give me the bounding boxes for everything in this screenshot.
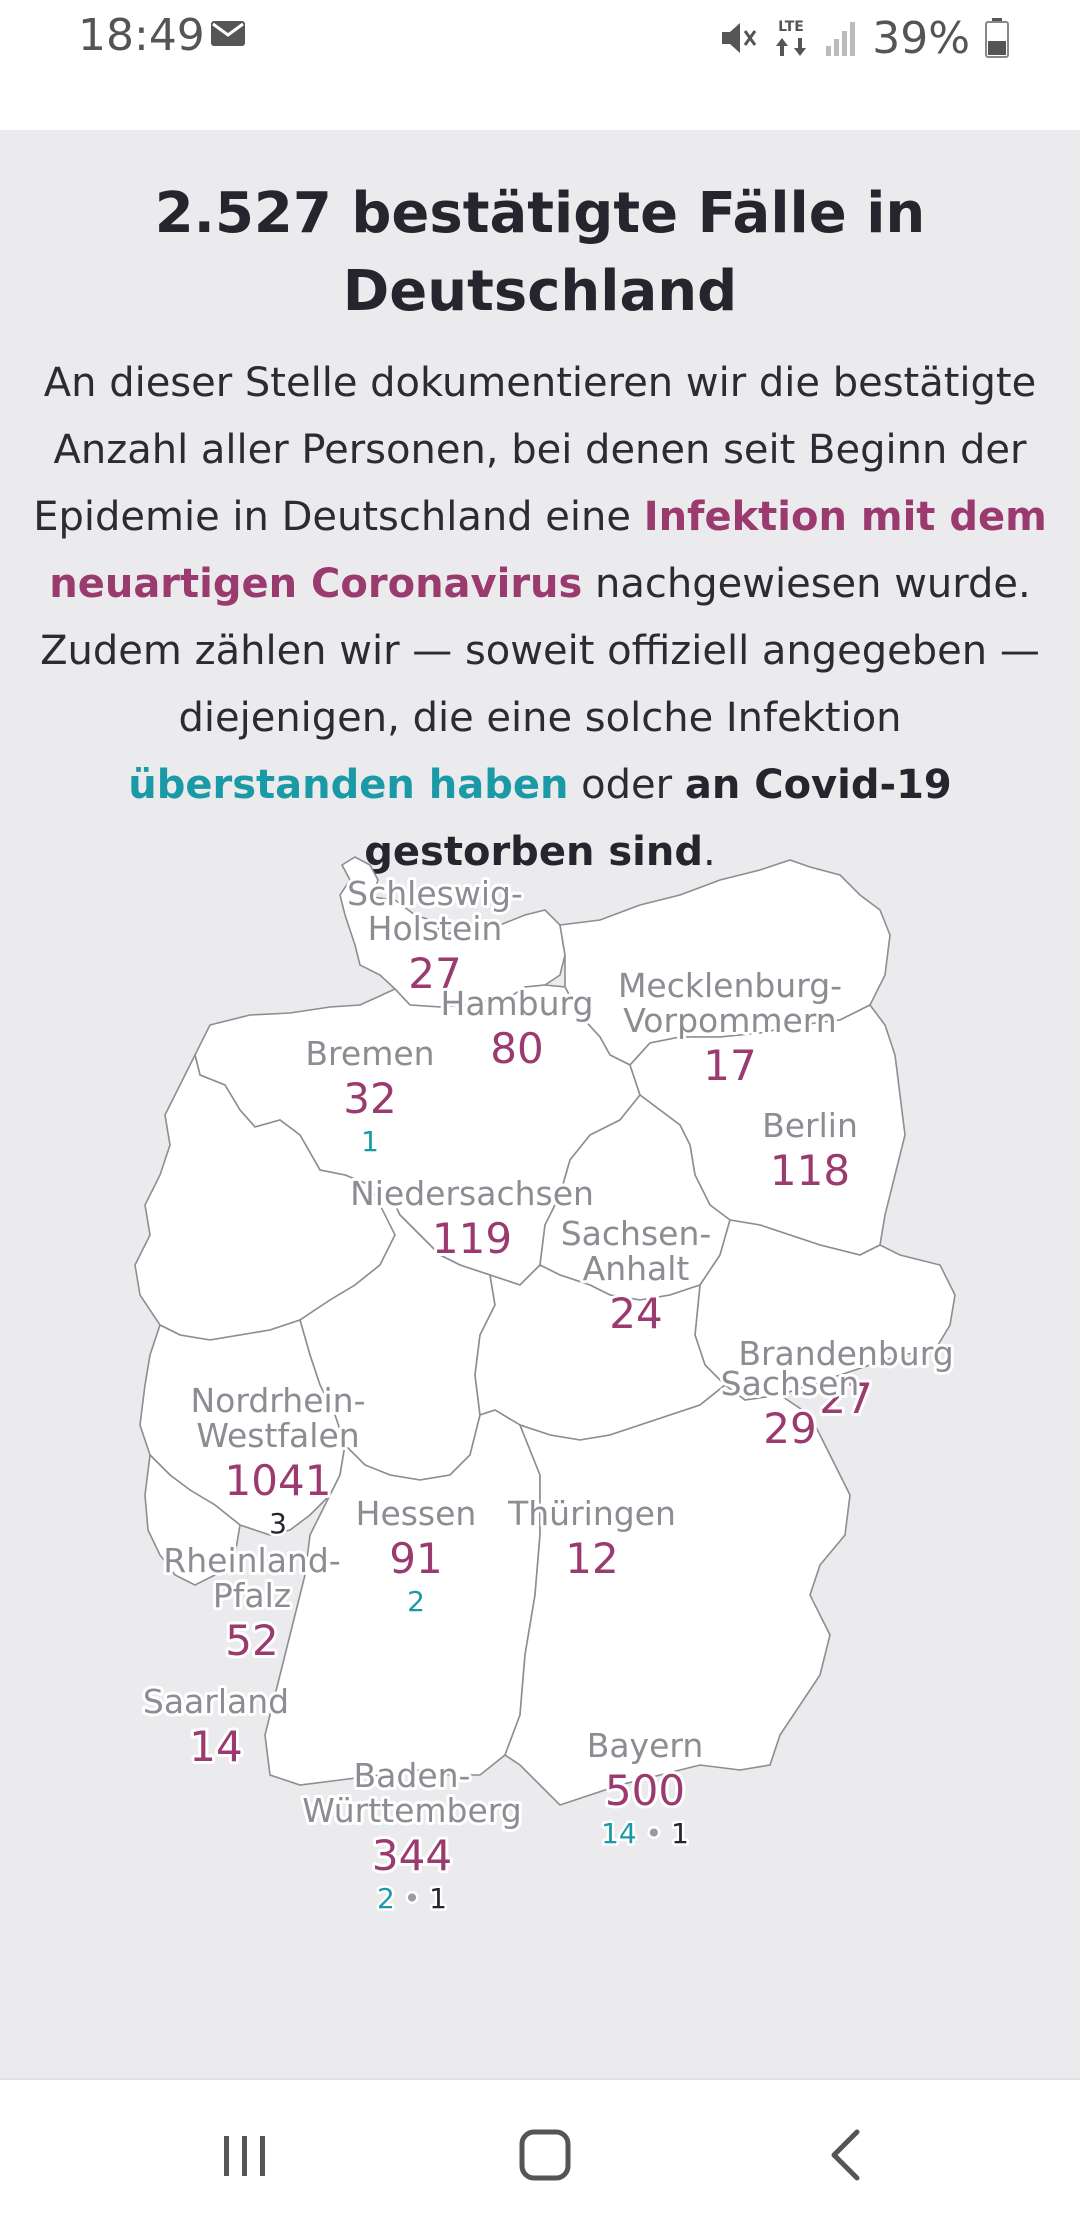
state-name-hamburg: Hamburg xyxy=(441,984,594,1023)
state-name-sachsen: Sachsen xyxy=(721,1364,860,1403)
state-name-thueringen: Thüringen xyxy=(507,1494,676,1533)
signal-icon xyxy=(826,22,856,56)
home-icon[interactable] xyxy=(510,2120,580,2190)
confirmed-count-berlin: 118 xyxy=(770,1146,850,1195)
confirmed-count-schleswig-holstein: 27 xyxy=(408,949,461,998)
confirmed-count-saarland: 14 xyxy=(189,1722,242,1771)
recovered-count-hessen: 2 xyxy=(407,1585,425,1618)
recovered-highlight: überstanden haben xyxy=(128,762,569,808)
page-title: 2.527 bestätigte Fälle in Deutschland xyxy=(154,181,926,324)
deaths-count-baden-wuerttemberg: 1 xyxy=(429,1882,447,1915)
confirmed-count-sachsen: 29 xyxy=(763,1404,816,1453)
confirmed-count-brandenburg: 27 xyxy=(819,1374,872,1423)
confirmed-count-thueringen: 12 xyxy=(565,1534,618,1583)
state-name-baden-wuerttemberg: Württemberg xyxy=(302,1791,521,1830)
deaths-highlight: an Covid-19 gestorben sind xyxy=(364,762,952,875)
confirmed-count-nordrhein-westfalen: 1041 xyxy=(225,1456,332,1505)
state-name-niedersachsen: Niedersachsen xyxy=(350,1174,594,1213)
state-name-baden-wuerttemberg: Baden- xyxy=(354,1756,471,1795)
separator-dot: • xyxy=(637,1817,671,1850)
state-name-mecklenburg-vorpommern: Mecklenburg- xyxy=(618,966,842,1005)
state-name-sachsen-anhalt: Anhalt xyxy=(583,1249,690,1288)
recovered-count-bayern: 14 xyxy=(601,1817,637,1850)
recovered-count-bremen: 1 xyxy=(361,1125,379,1158)
intro-text-2: nachgewiesen wurde. Zudem zählen wir — s… xyxy=(40,561,1040,741)
back-icon[interactable] xyxy=(812,2120,882,2190)
state-name-nordrhein-westfalen: Nordrhein- xyxy=(190,1381,365,1420)
confirmed-count-rheinland-pfalz: 52 xyxy=(225,1616,278,1665)
state-shape-bayern xyxy=(504,1383,851,1806)
confirmed-count-niedersachsen: 119 xyxy=(432,1214,512,1263)
deaths-count-bayern: 1 xyxy=(671,1817,689,1850)
status-right-group: LTE 39% xyxy=(718,10,1010,66)
network-label: LTE xyxy=(778,19,804,35)
intro-text-3: oder xyxy=(568,762,685,808)
battery-icon xyxy=(985,18,1009,58)
confirmed-count-hamburg: 80 xyxy=(490,1024,543,1073)
confirmed-count-mecklenburg-vorpommern: 17 xyxy=(703,1041,756,1090)
state-shape-rheinland-pfalz xyxy=(139,1318,346,1536)
confirmed-count-sachsen-anhalt: 24 xyxy=(609,1289,662,1338)
confirmed-count-bayern: 500 xyxy=(605,1766,685,1815)
state-name-berlin: Berlin xyxy=(762,1106,858,1145)
state-name-rheinland-pfalz: Pfalz xyxy=(213,1576,291,1615)
sub-counts-nordrhein-westfalen: 3 xyxy=(269,1507,287,1540)
confirmed-count-hessen: 91 xyxy=(389,1534,442,1583)
mail-icon xyxy=(211,21,245,46)
state-shape-saarland xyxy=(144,1453,241,1586)
sub-counts-baden-wuerttemberg: 2 • 1 xyxy=(377,1882,447,1915)
state-name-nordrhein-westfalen: Westfalen xyxy=(196,1416,359,1455)
confirmed-count-bremen: 32 xyxy=(343,1074,396,1123)
recovered-count-baden-wuerttemberg: 2 xyxy=(377,1882,395,1915)
state-name-schleswig-holstein: Schleswig- xyxy=(347,874,523,913)
infected-highlight: Infektion mit dem neuartigen Coronavirus xyxy=(49,494,1047,607)
sub-counts-hessen: 2 xyxy=(407,1585,425,1618)
state-name-mecklenburg-vorpommern: Vorpommern xyxy=(623,1001,836,1040)
intro-text-1: An dieser Stelle dokumentieren wir die b… xyxy=(33,360,1037,540)
state-name-rheinland-pfalz: Rheinland- xyxy=(163,1541,340,1580)
battery-percent: 39% xyxy=(872,12,970,64)
confirmed-count-baden-wuerttemberg: 344 xyxy=(372,1831,452,1880)
sub-counts-bremen: 1 xyxy=(361,1125,379,1158)
recents-icon[interactable] xyxy=(210,2120,280,2190)
navigation-bar xyxy=(0,2078,1080,2222)
state-name-sachsen-anhalt: Sachsen- xyxy=(561,1214,712,1253)
map-shapes xyxy=(134,856,956,1806)
intro-text-4: . xyxy=(702,829,716,875)
state-name-schleswig-holstein: Holstein xyxy=(368,909,503,948)
state-name-bayern: Bayern xyxy=(587,1726,704,1765)
intro-paragraph: An dieser Stelle dokumentieren wir die b… xyxy=(30,350,1050,886)
mute-icon xyxy=(722,23,757,53)
state-name-saarland: Saarland xyxy=(143,1682,289,1721)
lte-icon: LTE xyxy=(776,19,807,56)
state-name-bremen: Bremen xyxy=(305,1034,434,1073)
state-name-hessen: Hessen xyxy=(356,1494,477,1533)
separator-dot: • xyxy=(395,1882,429,1915)
sub-counts-bayern: 14 • 1 xyxy=(601,1817,689,1850)
deaths-count-nordrhein-westfalen: 3 xyxy=(269,1507,287,1540)
status-time: 18:49 xyxy=(78,10,205,61)
status-bar: 18:49 LTE 39% xyxy=(0,0,1080,130)
state-name-brandenburg: Brandenburg xyxy=(738,1334,953,1373)
